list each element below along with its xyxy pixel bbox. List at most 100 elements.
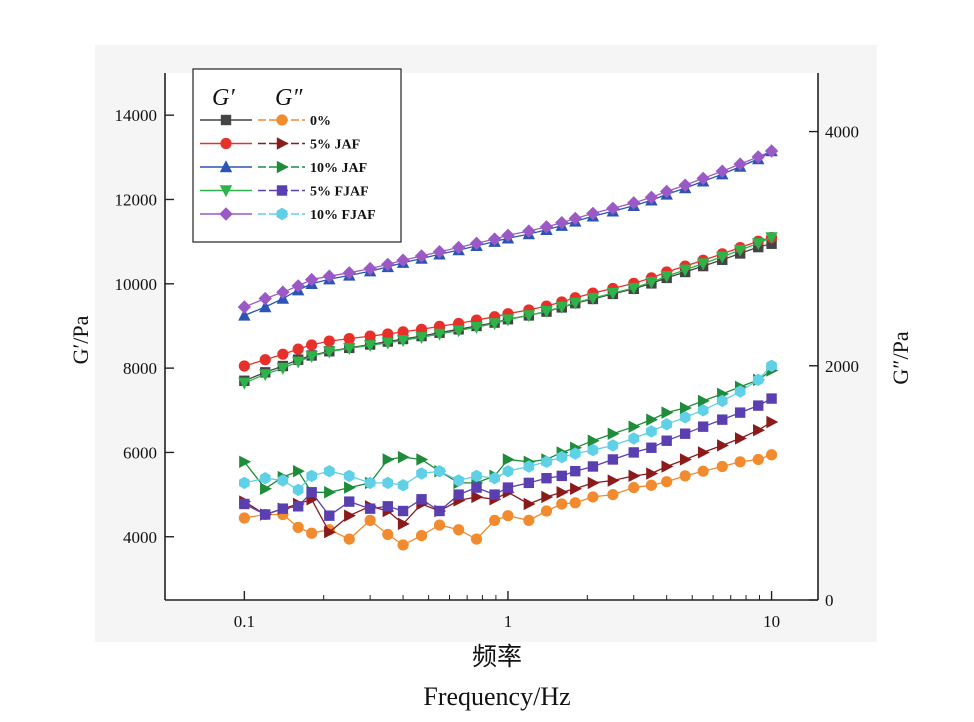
data-point	[679, 428, 691, 439]
data-point	[556, 450, 568, 464]
data-point	[260, 509, 271, 520]
data-point	[276, 362, 290, 375]
legend-header-g-double-prime: G″	[275, 85, 303, 111]
data-point	[381, 257, 395, 272]
data-point	[502, 465, 514, 478]
data-point	[715, 164, 729, 178]
legend-row: 10% JAF	[200, 160, 367, 176]
data-point	[586, 292, 600, 305]
data-point	[627, 196, 641, 210]
data-point	[382, 501, 393, 512]
data-point	[765, 232, 778, 245]
y-left-tick-label: 4000	[123, 528, 157, 547]
data-point	[556, 486, 569, 499]
x-axis-title-cn: 频率	[472, 642, 522, 671]
data-point	[343, 333, 355, 345]
x-axis-title-en: Frequency/Hz	[423, 682, 570, 711]
data-point	[259, 472, 271, 485]
data-point	[752, 373, 764, 386]
data-point	[753, 423, 765, 437]
data-point	[628, 432, 640, 445]
data-point	[569, 497, 581, 509]
data-point	[716, 394, 728, 408]
data-point	[471, 469, 482, 483]
data-point	[259, 354, 271, 366]
data-point	[342, 266, 356, 280]
legend-label: 10% FJAF	[310, 208, 376, 223]
legend-row: 5% JAF	[200, 137, 360, 153]
data-point	[453, 474, 464, 487]
data-point	[397, 450, 410, 464]
data-point	[586, 206, 600, 221]
data-point	[364, 503, 376, 514]
data-point	[305, 351, 318, 364]
data-point	[237, 300, 252, 314]
data-point	[489, 472, 500, 485]
data-point	[324, 486, 336, 499]
series-4	[237, 144, 779, 314]
data-point	[628, 469, 641, 483]
data-point	[306, 487, 317, 498]
data-point	[277, 348, 289, 360]
data-point	[344, 496, 355, 507]
data-point	[415, 323, 428, 335]
data-point	[556, 498, 568, 510]
data-point	[697, 394, 710, 408]
data-point	[570, 465, 581, 477]
series-5	[238, 449, 778, 551]
data-point	[569, 447, 581, 460]
y-left-tick-label: 6000	[123, 443, 157, 462]
legend-row: 10% FJAF	[200, 207, 376, 223]
data-point	[733, 157, 747, 171]
data-point	[678, 264, 692, 277]
data-point	[522, 224, 536, 238]
data-point	[697, 465, 709, 477]
data-point	[416, 494, 427, 505]
data-point	[752, 238, 765, 251]
data-point	[661, 406, 674, 419]
data-point	[645, 276, 658, 289]
data-point	[292, 483, 304, 497]
data-point	[628, 420, 641, 433]
data-point	[292, 521, 304, 533]
data-point	[766, 415, 779, 429]
data-point	[587, 434, 600, 447]
data-point	[470, 322, 483, 334]
series-9	[239, 359, 777, 497]
data-point	[502, 453, 515, 466]
data-point	[659, 184, 674, 199]
data-point	[568, 211, 582, 226]
data-point	[555, 215, 569, 230]
data-point	[397, 539, 409, 551]
data-point	[397, 326, 409, 338]
legend-marker-g-double-prime	[276, 185, 288, 196]
data-point	[363, 261, 377, 276]
data-point	[696, 258, 710, 271]
data-point	[489, 489, 500, 500]
y-right-axis-title: G″/Pa	[888, 331, 913, 384]
data-point	[679, 453, 692, 466]
data-point	[304, 272, 319, 287]
data-point	[646, 467, 659, 480]
data-point	[277, 503, 289, 514]
data-point	[471, 482, 482, 493]
data-point	[587, 476, 600, 490]
data-point	[753, 400, 764, 411]
data-point	[766, 359, 777, 372]
data-point	[343, 469, 355, 483]
x-tick-label: 10	[763, 612, 780, 631]
data-point	[502, 510, 514, 522]
data-point	[364, 514, 376, 526]
legend: G′ G″ 0% 5% JAF 10% JAF 5% FJAF 10% FJAF	[192, 68, 402, 243]
legend-marker-g-prime	[219, 160, 233, 173]
data-point	[306, 469, 317, 483]
legend-marker-g-prime	[219, 185, 233, 198]
data-point	[487, 232, 502, 246]
legend-header-g-prime: G′	[212, 85, 235, 111]
data-point	[556, 470, 567, 482]
data-point	[539, 220, 554, 234]
data-point	[324, 510, 335, 521]
data-point	[434, 505, 445, 517]
data-point	[416, 453, 429, 466]
data-point	[382, 476, 394, 490]
